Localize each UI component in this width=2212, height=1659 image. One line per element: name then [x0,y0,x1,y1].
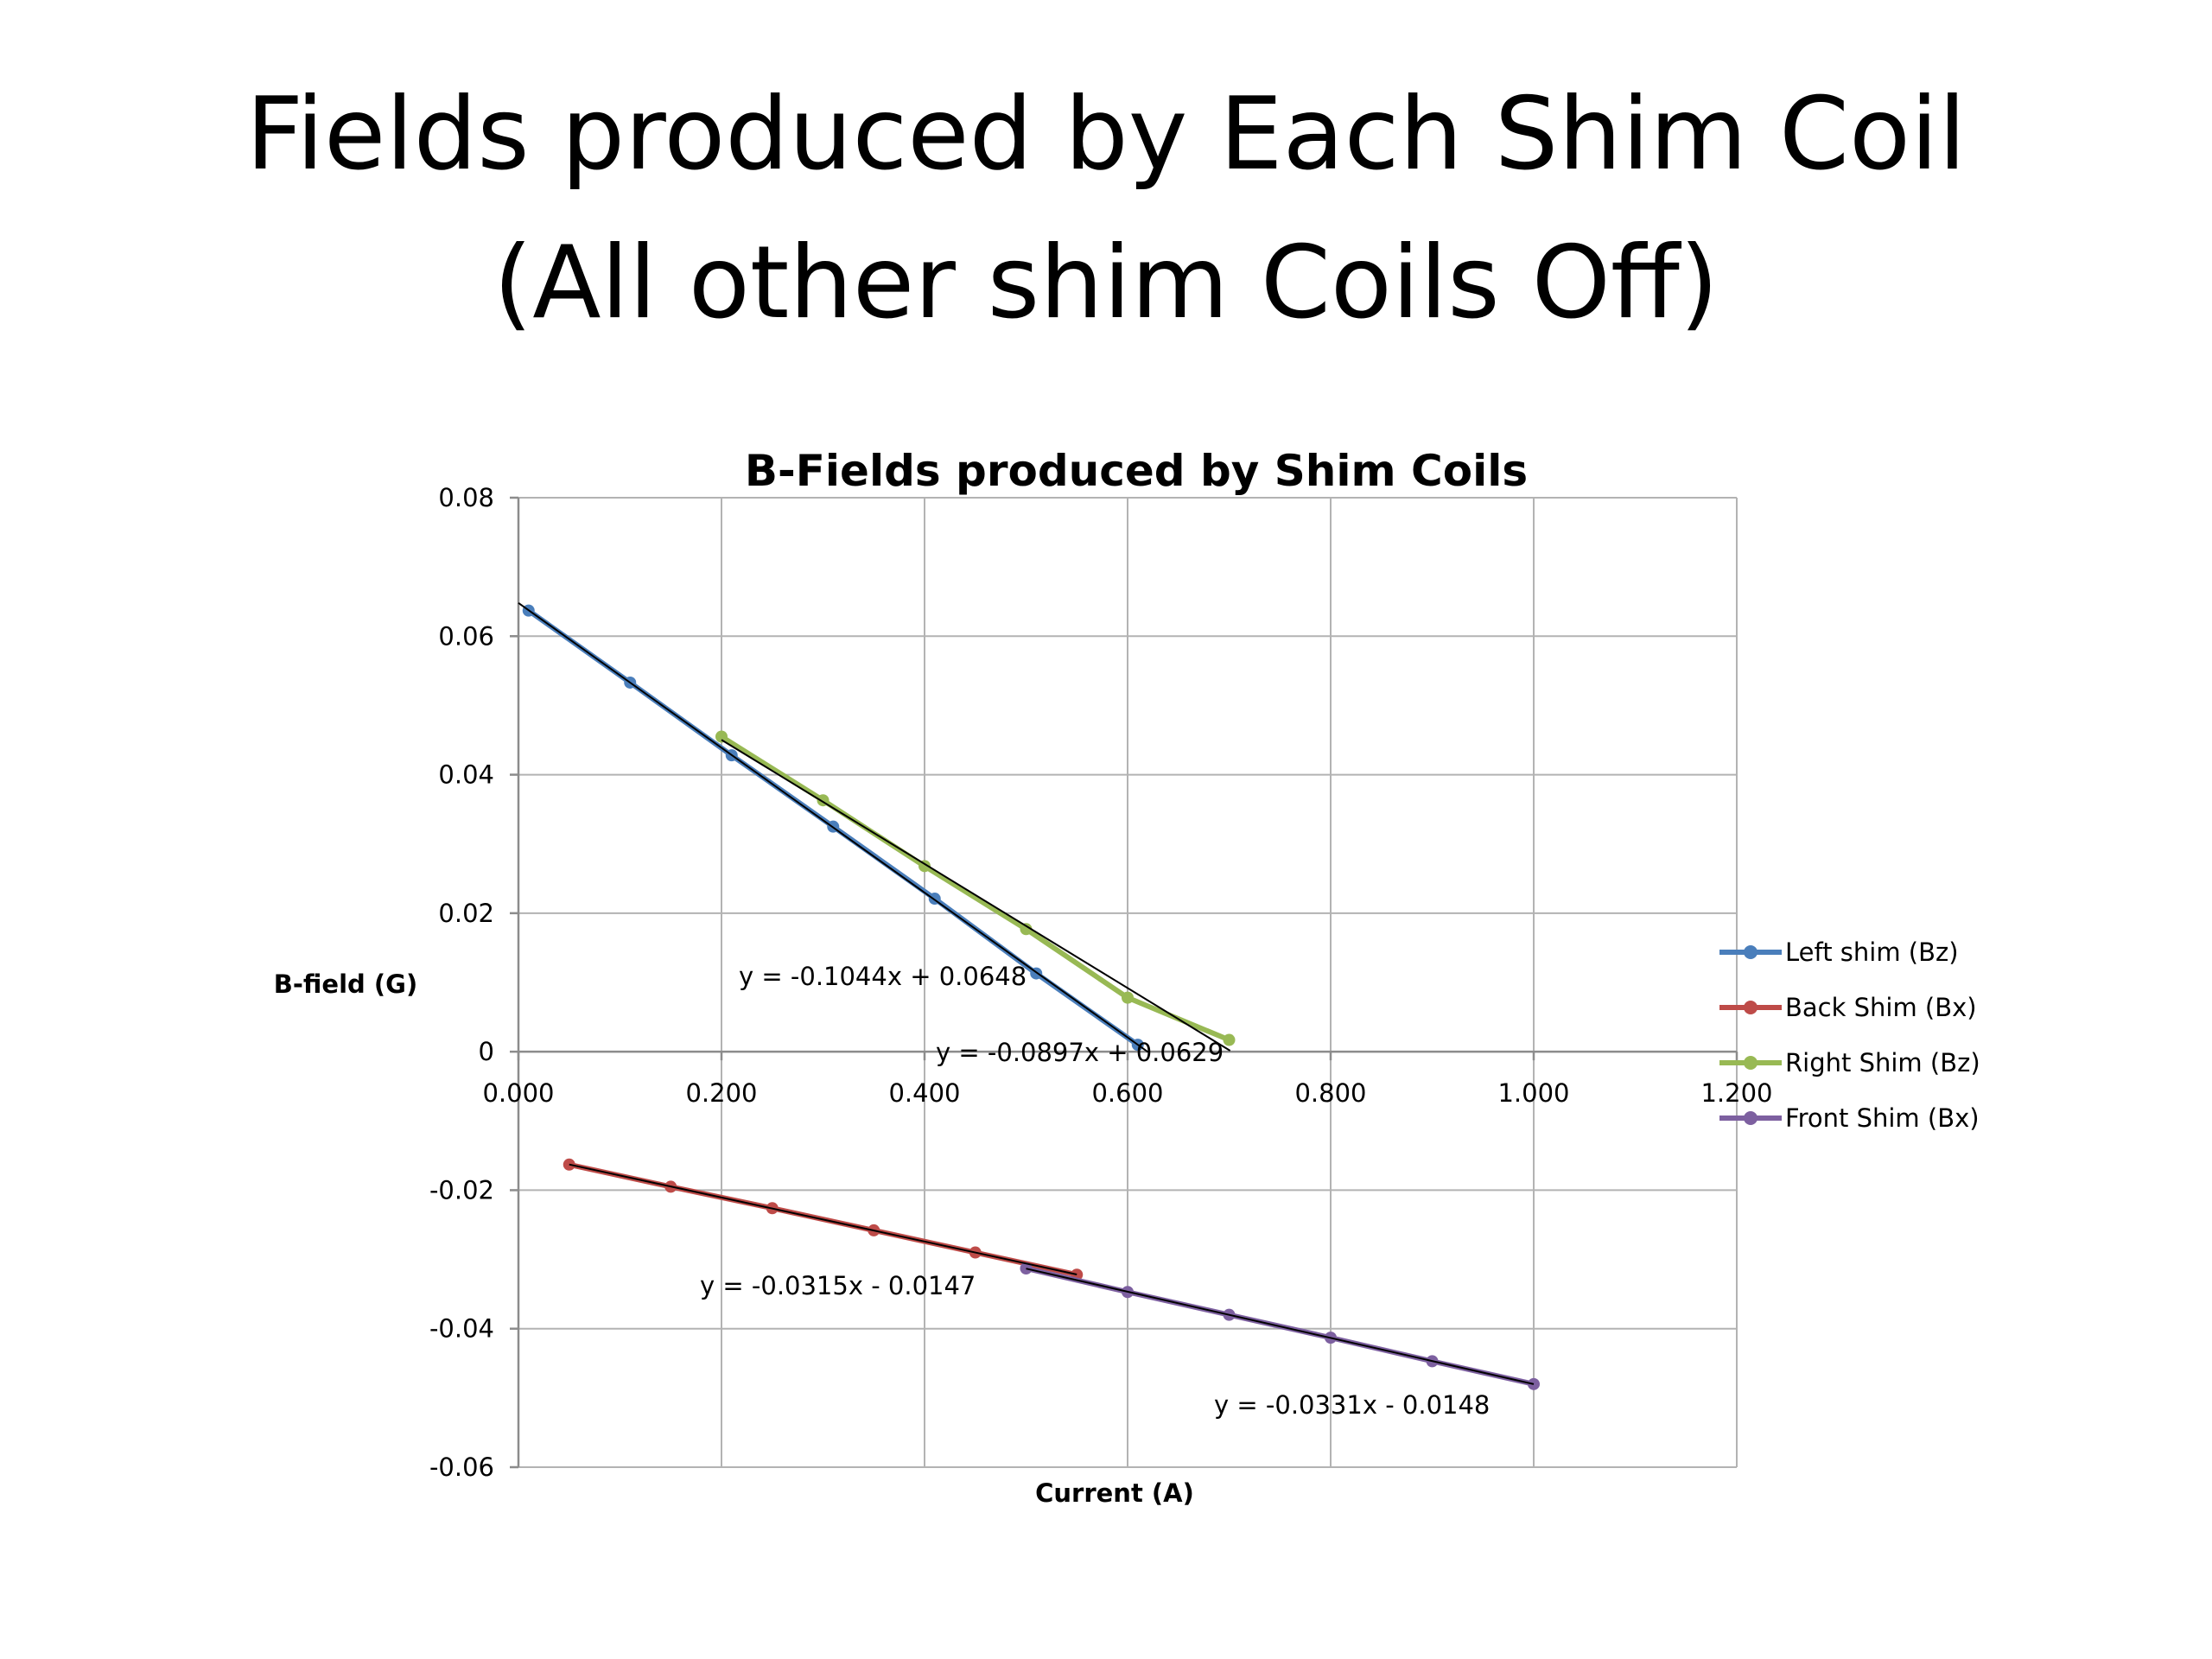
y-tick-label: 0.04 [438,760,494,790]
legend-swatch [1719,945,1782,959]
legend-marker [1744,945,1758,959]
y-tick-label: -0.04 [429,1314,494,1344]
y-tick-label: 0 [479,1037,494,1066]
trendline-0 [518,601,1149,1053]
legend-label: Right Shim (Bz) [1785,1048,1980,1077]
series-line-2 [720,734,1230,1043]
slide-title: Fields produced by Each Shim Coil (All o… [0,60,2212,358]
legend-item: Left shim (Bz) [1719,925,2048,980]
legend-marker [1744,1056,1758,1070]
legend-label: Back Shim (Bx) [1785,993,1977,1022]
trendline-1 [569,1163,1077,1275]
legend-item: Right Shim (Bz) [1719,1035,2048,1090]
legend-swatch [1719,1111,1782,1125]
legend-item: Front Shim (Bx) [1719,1090,2048,1146]
legend-label: Left shim (Bz) [1785,938,1959,967]
x-tick-label: 0.000 [482,1078,554,1108]
chart-legend: Left shim (Bz) Back Shim (Bx) Right Shim (… [1719,925,2048,1146]
legend-marker [1744,1001,1758,1014]
data-point [1122,991,1134,1004]
data-point [1020,1262,1033,1274]
y-tick-label: -0.06 [429,1452,494,1482]
slide-title-line-2: (All other shim Coils Off) [493,225,1719,341]
x-axis-title: Current (A) [1035,1478,1194,1508]
data-point [1020,923,1033,936]
legend-marker [1744,1111,1758,1125]
x-tick-label: 0.600 [1091,1078,1163,1108]
data-point [1223,1033,1236,1046]
x-tick-label: 1.000 [1497,1078,1569,1108]
data-point [715,730,728,743]
y-tick-label: 0.02 [438,899,494,928]
chart-title: B-Fields produced by Shim Coils [745,446,1528,496]
x-tick-label: 1.200 [1700,1078,1772,1108]
trendline-label-1: y = -0.0315x - 0.0147 [700,1271,976,1300]
x-tick-label: 0.200 [685,1078,757,1108]
legend-swatch [1719,1001,1782,1014]
trendline-label-0: y = -0.1044x + 0.0648 [739,962,1027,991]
trendline-label-3: y = -0.0331x - 0.0148 [1214,1390,1490,1420]
y-tick-label: -0.02 [429,1175,494,1205]
legend-label: Front Shim (Bx) [1785,1103,1980,1133]
legend-item: Back Shim (Bx) [1719,980,2048,1035]
trendline-label-2: y = -0.0897x + 0.0629 [936,1038,1224,1067]
slide-title-line-1: Fields produced by Each Shim Coil [245,76,1967,193]
y-axis-title: B-field (G) [274,969,417,999]
x-tick-label: 0.800 [1294,1078,1366,1108]
legend-swatch [1719,1056,1782,1070]
trendline-2 [721,739,1231,1052]
y-tick-label: 0.06 [438,621,494,651]
x-tick-label: 0.400 [888,1078,960,1108]
y-tick-label: 0.08 [438,483,494,512]
trendline-3 [1026,1268,1535,1385]
